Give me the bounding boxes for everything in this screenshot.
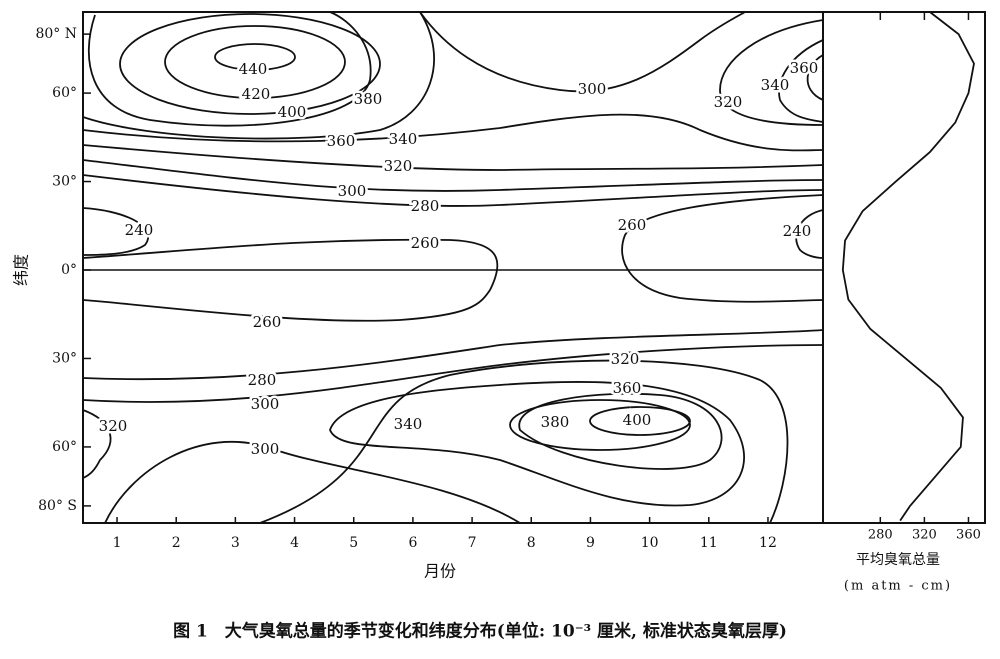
y-tick-label: 30° xyxy=(52,174,77,190)
contour-label: 300 xyxy=(251,440,280,458)
contour-label: 280 xyxy=(411,197,440,215)
profile-x-tick-label: 280 xyxy=(868,528,893,543)
y-tick-label: 30° xyxy=(52,350,77,366)
contour xyxy=(329,380,745,507)
contour xyxy=(82,11,435,140)
x-tick-label: 1 xyxy=(113,535,122,551)
contour xyxy=(82,238,499,322)
contour-label: 340 xyxy=(394,415,423,433)
x-tick-label: 3 xyxy=(231,535,240,551)
contour-label: 240 xyxy=(783,222,812,240)
contour xyxy=(214,43,296,71)
contour xyxy=(719,19,824,126)
contour xyxy=(82,159,824,192)
contour xyxy=(259,359,789,524)
contour xyxy=(795,209,824,259)
x-tick-label: 4 xyxy=(290,535,299,551)
contour xyxy=(82,174,824,207)
contour-label: 260 xyxy=(411,234,440,252)
y-tick-label: 60° xyxy=(52,85,77,101)
y-tick-label: 0° xyxy=(61,262,77,278)
contours xyxy=(82,11,824,524)
x-tick-label: 12 xyxy=(759,535,777,551)
y-tick-label: 60° xyxy=(52,439,77,455)
contour-label: 320 xyxy=(99,417,128,435)
x-tick-label: 2 xyxy=(172,535,181,551)
contour-label: 380 xyxy=(354,90,383,108)
contour-labels: 440 420 400 380 360 340 320 300 280 260 … xyxy=(96,57,821,461)
contour xyxy=(104,440,521,524)
contour-label: 360 xyxy=(790,59,819,77)
x-tick-label: 9 xyxy=(586,535,595,551)
x-tick-label: 6 xyxy=(408,535,417,551)
caption: 图 1 大气臭氧总量的季节变化和纬度分布(单位: 10⁻³ 厘米, 标准状态臭氧… xyxy=(173,621,787,642)
contour-label: 280 xyxy=(248,371,277,389)
contour-label: 400 xyxy=(623,411,652,429)
profile-frame xyxy=(822,11,986,524)
contour xyxy=(82,329,824,381)
contour xyxy=(589,406,691,436)
contour xyxy=(419,11,746,93)
contour xyxy=(82,409,112,479)
contour xyxy=(82,144,824,171)
profile-x-tick-label: 360 xyxy=(956,528,981,543)
contour-label: 300 xyxy=(578,80,607,98)
y-axis-label: 纬度 xyxy=(12,254,31,286)
contour-label: 420 xyxy=(242,85,271,103)
contour-label: 320 xyxy=(611,350,640,368)
contour xyxy=(164,25,346,99)
y-tick-label: 80° N xyxy=(35,26,77,42)
profile-x-label: 平均臭氧总量 xyxy=(856,552,940,568)
contour xyxy=(119,13,381,115)
contour xyxy=(82,344,824,403)
contour-label: 260 xyxy=(618,216,647,234)
x-tick-label: 5 xyxy=(349,535,358,551)
x-tick-label: 7 xyxy=(468,535,477,551)
contour-label: 340 xyxy=(761,76,790,94)
contour xyxy=(621,194,824,303)
y-tick-label: 80° S xyxy=(38,498,77,514)
contour xyxy=(82,207,149,256)
contour-label: 260 xyxy=(253,313,282,331)
x-tick-label: 8 xyxy=(527,535,536,551)
x-axis-label: 月份 xyxy=(424,562,456,581)
contour-label: 440 xyxy=(239,60,268,78)
profile-x-tick-label: 320 xyxy=(912,528,937,543)
profile-line xyxy=(841,11,975,522)
contour-label: 340 xyxy=(389,130,418,148)
contour xyxy=(806,54,824,101)
contour xyxy=(518,392,723,470)
x-tick-label: 10 xyxy=(641,535,659,551)
x-tick-label: 11 xyxy=(700,535,718,551)
contour xyxy=(82,113,824,152)
contour-label: 320 xyxy=(384,157,413,175)
contour-label: 380 xyxy=(541,413,570,431)
contour xyxy=(509,399,691,451)
contour-label: 240 xyxy=(125,221,154,239)
contour-label: 360 xyxy=(327,132,356,150)
contour-label: 400 xyxy=(278,103,307,121)
contour-label: 300 xyxy=(251,395,280,413)
contour xyxy=(778,39,824,123)
contour-label: 320 xyxy=(714,93,743,111)
contour-label: 360 xyxy=(613,379,642,397)
contour xyxy=(88,11,372,127)
contour-label: 300 xyxy=(338,182,367,200)
profile-unit: (m atm - cm) xyxy=(844,579,952,594)
